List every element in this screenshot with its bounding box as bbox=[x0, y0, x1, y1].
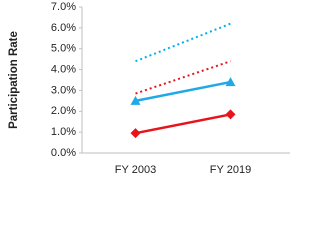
series-line bbox=[135, 60, 231, 95]
y-tick-label: 2.0% bbox=[51, 105, 76, 117]
series-line bbox=[135, 22, 231, 63]
y-tick-label: 7.0% bbox=[51, 1, 76, 13]
y-tick-label: 5.0% bbox=[51, 43, 76, 55]
diamond-marker bbox=[225, 109, 236, 120]
y-axis-label: Participation Rate bbox=[8, 31, 20, 129]
y-tick-label: 4.0% bbox=[51, 63, 76, 75]
y-tick-label: 1.0% bbox=[51, 126, 76, 138]
series-line bbox=[135, 113, 231, 135]
y-tick-label: 3.0% bbox=[51, 84, 76, 96]
x-tick-label: FY 2019 bbox=[210, 164, 251, 176]
triangle-marker bbox=[225, 77, 236, 87]
x-tick-label: FY 2003 bbox=[115, 164, 156, 176]
y-tick-label: 6.0% bbox=[51, 22, 76, 34]
triangle-marker bbox=[130, 95, 141, 105]
series-line bbox=[135, 80, 231, 103]
diamond-marker bbox=[130, 128, 141, 139]
y-tick-label: 0.0% bbox=[51, 147, 76, 159]
chart: Participation Rate 0.0% 1.0% 2.0% 3.0% 4.0% 5… bbox=[8, 1, 290, 176]
